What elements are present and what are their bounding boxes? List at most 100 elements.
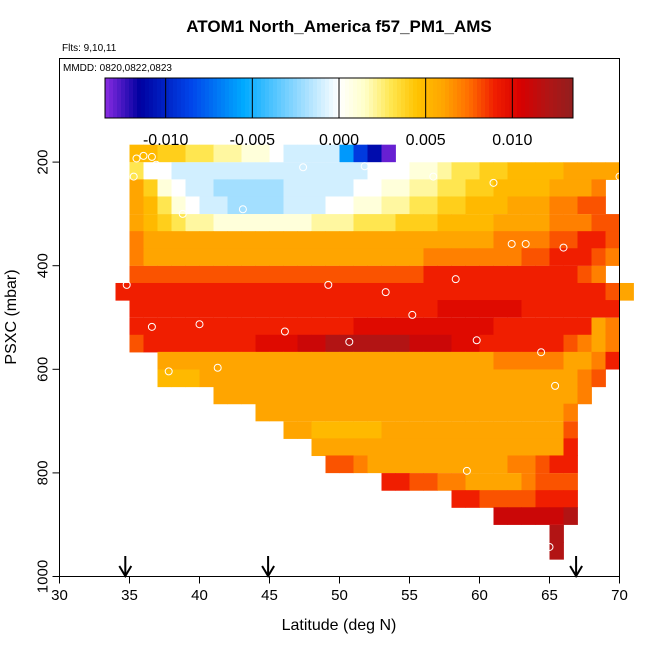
heatmap-cell [437, 421, 452, 439]
heatmap-cell [325, 179, 340, 198]
colorbar-segment [313, 78, 318, 118]
heatmap-cell [213, 144, 228, 163]
heatmap-cell [353, 196, 368, 215]
colorbar-segment [529, 78, 534, 118]
heatmap-cell [325, 386, 340, 405]
heatmap-cell [241, 282, 256, 301]
heatmap-cell [451, 248, 466, 266]
heatmap-cell [605, 162, 620, 180]
heatmap-cell [171, 144, 186, 163]
heatmap-cell [395, 369, 410, 388]
heatmap-cell [255, 179, 270, 198]
flight-point [537, 348, 546, 357]
colorbar-segment [237, 78, 242, 118]
heatmap-cell [283, 351, 298, 370]
heatmap-cell [129, 214, 144, 232]
heatmap-cell [423, 179, 438, 198]
flight-point [462, 466, 471, 475]
heatmap-cell [297, 369, 312, 388]
heatmap-cell [423, 317, 438, 336]
colorbar-segment [565, 78, 570, 118]
heatmap-cell [311, 214, 326, 232]
heatmap-cell [283, 248, 298, 266]
heatmap-cell [423, 248, 438, 266]
heatmap-cell [325, 421, 340, 439]
colorbar-segment [181, 78, 186, 118]
heatmap-cell [381, 179, 396, 198]
heatmap-cell [521, 162, 536, 180]
heatmap-cell [535, 300, 550, 318]
heatmap-cell [535, 455, 550, 474]
heatmap-cell [535, 438, 550, 457]
heatmap-cell [465, 403, 480, 422]
heatmap-cell [227, 248, 242, 266]
heatmap-cell [381, 300, 396, 318]
heatmap-cell [339, 334, 354, 353]
heatmap-cell [255, 317, 270, 336]
heatmap-cell [605, 300, 620, 318]
colorbar-segment [345, 78, 350, 118]
heatmap-cell [381, 455, 396, 474]
heatmap-cell [507, 231, 522, 249]
colorbar-segment [253, 78, 258, 118]
heatmap-cell [577, 248, 592, 266]
colorbar-segment [193, 78, 198, 118]
heatmap-cell [241, 231, 256, 249]
heatmap-cell [199, 162, 214, 180]
heatmap-cell [423, 369, 438, 388]
heatmap-cell [171, 369, 186, 388]
heatmap-cell [479, 196, 494, 215]
heatmap-cell [353, 248, 368, 266]
colorbar-segment [561, 78, 566, 118]
heatmap-cell [199, 214, 214, 232]
colorbar-segment [457, 78, 462, 118]
heatmap-cell [227, 196, 242, 215]
heatmap-cell [409, 196, 424, 215]
colorbar-segment [317, 78, 322, 118]
heatmap-cell [479, 231, 494, 249]
heatmap-cell [241, 248, 256, 266]
heatmap-cell [493, 490, 508, 508]
heatmap-cell [269, 196, 284, 215]
heatmap-cell [507, 265, 522, 284]
heatmap-cell [269, 214, 284, 232]
heatmap-cell [451, 403, 466, 422]
heatmap-cell [493, 214, 508, 232]
colorbar-segment [545, 78, 550, 118]
heatmap-cell [213, 179, 228, 198]
colorbar-segment [445, 78, 450, 118]
heatmap-cell [241, 386, 256, 405]
colorbar-segment [281, 78, 286, 118]
heatmap-cell [185, 317, 200, 336]
heatmap-cell [381, 386, 396, 405]
heatmap-cell [507, 351, 522, 370]
heatmap-cell [465, 248, 480, 266]
heatmap-cell [381, 334, 396, 353]
colorbar-segment [385, 78, 390, 118]
heatmap-cell [437, 162, 452, 180]
heatmap-cell [185, 162, 200, 180]
heatmap-cell [521, 386, 536, 405]
heatmap-cell [451, 334, 466, 353]
heatmap-cell [311, 351, 326, 370]
heatmap-cell [521, 369, 536, 388]
heatmap-cell [157, 334, 172, 353]
colorbar-segment [105, 78, 110, 118]
heatmap-cell [521, 265, 536, 284]
colorbar-segment [389, 78, 394, 118]
colorbar-segment [537, 78, 542, 118]
heatmap-cell [451, 438, 466, 457]
heatmap-cell [143, 214, 158, 232]
heatmap-cell [591, 317, 606, 336]
heatmap-cell [213, 300, 228, 318]
heatmap-cell [297, 317, 312, 336]
heatmap-cell [549, 248, 564, 266]
colorbar-segment [433, 78, 438, 118]
colorbar-segment [177, 78, 182, 118]
heatmap-cell [367, 248, 382, 266]
colorbar-segment [217, 78, 222, 118]
heatmap-cell [269, 179, 284, 198]
colorbar-segment [349, 78, 354, 118]
heatmap-cell [367, 231, 382, 249]
heatmap-cell [577, 231, 592, 249]
